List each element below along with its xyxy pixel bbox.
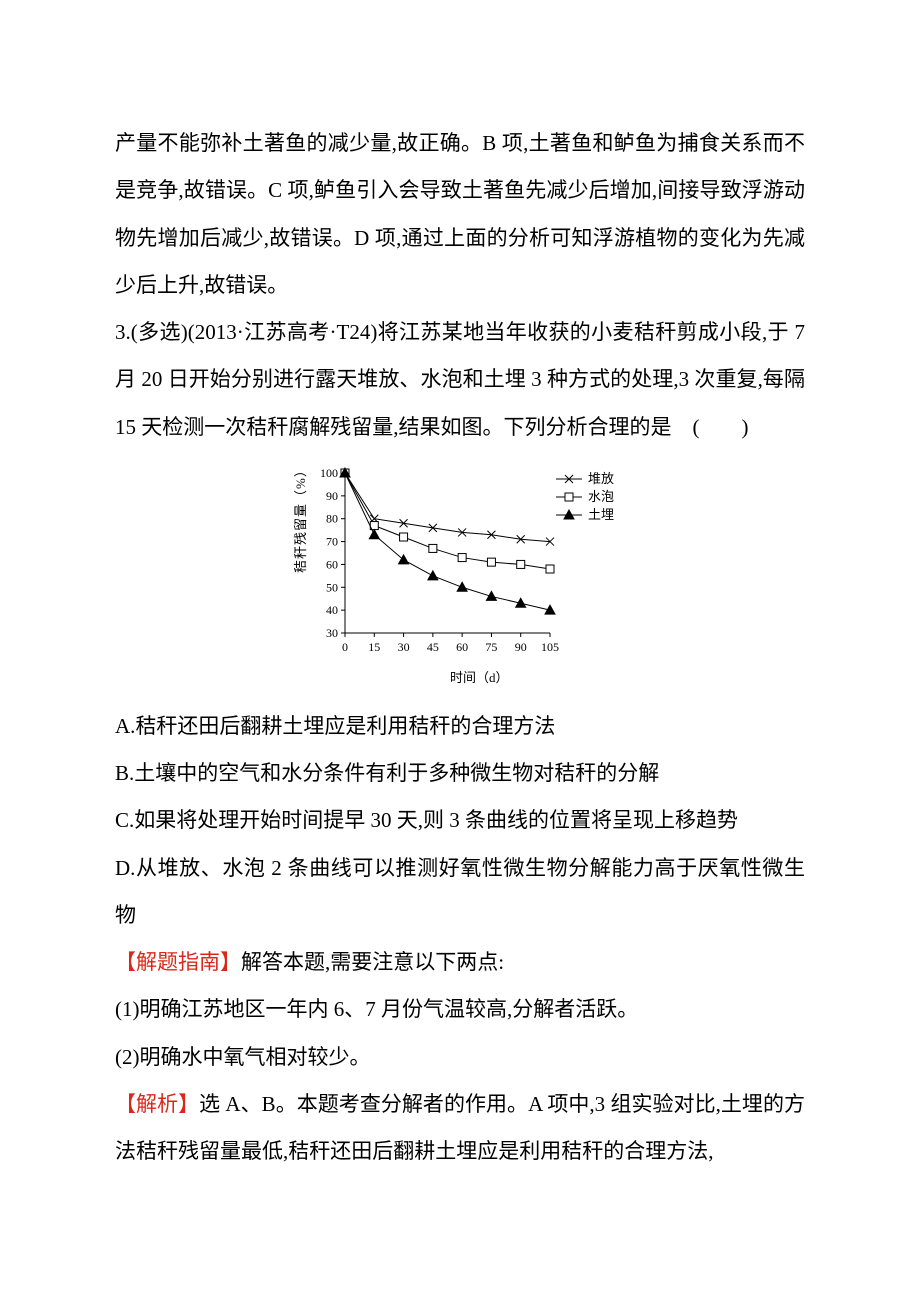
svg-text:90: 90: [515, 640, 527, 654]
svg-text:80: 80: [326, 511, 338, 525]
q3-option-d: D.从堆放、水泡 2 条曲线可以推测好氧性微生物分解能力高于厌氧性微生物: [115, 845, 805, 940]
hint-label: 【解题指南】: [115, 950, 241, 974]
q3-option-b: B.土壤中的空气和水分条件有利于多种微生物对秸秆的分解: [115, 750, 805, 797]
svg-text:90: 90: [326, 489, 338, 503]
answer-label: 【解析】: [115, 1092, 199, 1116]
chart-figure: 秸秆残留量（%） 时间（d） 3040506070809010001530456…: [115, 465, 805, 685]
q3-option-a: A.秸秆还田后翻耕土埋应是利用秸秆的合理方法: [115, 703, 805, 750]
svg-text:0: 0: [342, 640, 348, 654]
svg-text:45: 45: [427, 640, 439, 654]
q3-stem: 3.(多选)(2013·江苏高考·T24)将江苏某地当年收获的小麦秸秆剪成小段,…: [115, 309, 805, 451]
svg-text:75: 75: [485, 640, 497, 654]
svg-text:40: 40: [326, 603, 338, 617]
chart-svg: 30 40 50 60 70 80 90 100 0 15 30 45 60 75 90 105 堆放水泡土埋: [290, 465, 630, 665]
svg-text:105: 105: [541, 640, 559, 654]
svg-text:60: 60: [456, 640, 468, 654]
chart-container: 秸秆残留量（%） 时间（d） 3040506070809010001530456…: [290, 465, 630, 685]
hint-tail: 解答本题,需要注意以下两点:: [241, 950, 504, 974]
svg-text:30: 30: [326, 626, 338, 640]
chart-y-axis-label: 秸秆残留量（%）: [286, 463, 315, 573]
svg-text:100: 100: [320, 466, 338, 480]
hint-line: 【解题指南】解答本题,需要注意以下两点:: [115, 939, 805, 986]
svg-text:15: 15: [368, 640, 380, 654]
svg-text:30: 30: [398, 640, 410, 654]
svg-text:70: 70: [326, 534, 338, 548]
paragraph-prev-answer: 产量不能弥补土著鱼的减少量,故正确。B 项,土著鱼和鲈鱼为捕食关系而不是竞争,故…: [115, 120, 805, 309]
svg-text:60: 60: [326, 557, 338, 571]
svg-text:50: 50: [326, 580, 338, 594]
svg-text:堆放: 堆放: [588, 471, 614, 486]
svg-text:水泡: 水泡: [588, 489, 614, 504]
answer-tail: 选 A、B。本题考查分解者的作用。A 项中,3 组实验对比,土埋的方法秸秆残留量…: [115, 1092, 805, 1163]
answer-para: 【解析】选 A、B。本题考查分解者的作用。A 项中,3 组实验对比,土埋的方法秸…: [115, 1081, 805, 1176]
hint-1: (1)明确江苏地区一年内 6、7 月份气温较高,分解者活跃。: [115, 986, 805, 1033]
chart-x-axis-label: 时间（d）: [450, 663, 509, 692]
svg-text:土埋: 土埋: [588, 507, 614, 522]
q3-option-c: C.如果将处理开始时间提早 30 天,则 3 条曲线的位置将呈现上移趋势: [115, 797, 805, 844]
hint-2: (2)明确水中氧气相对较少。: [115, 1034, 805, 1081]
